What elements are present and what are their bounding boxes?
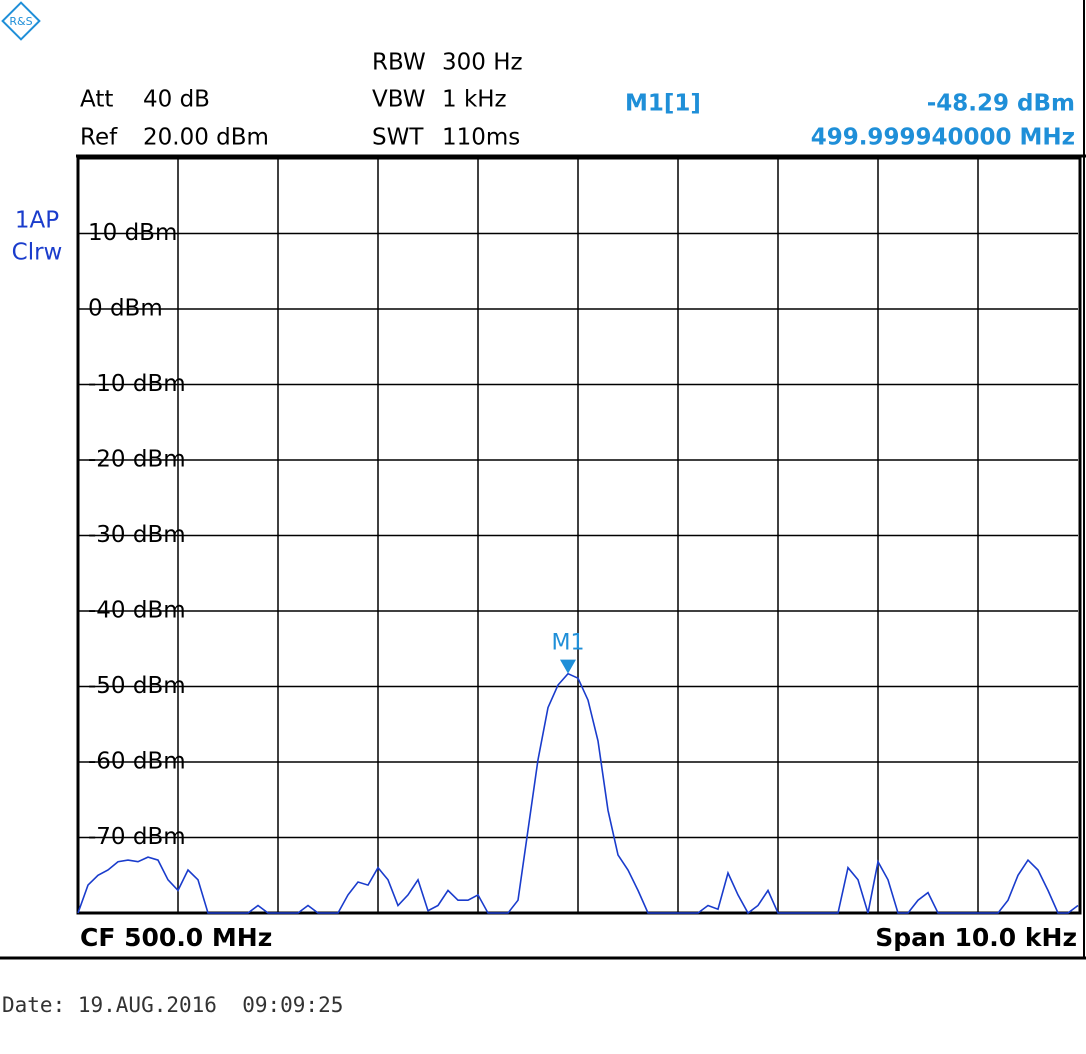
- att-label: Att: [80, 87, 113, 113]
- ref-value: 20.00 dBm: [143, 125, 269, 151]
- center-frequency: CF 500.0 MHz: [80, 923, 272, 952]
- vbw-label: VBW: [372, 87, 425, 113]
- y-tick-label: -20 dBm: [88, 447, 186, 473]
- svg-text:R&S: R&S: [9, 15, 32, 28]
- y-tick-label: 0 dBm: [88, 296, 163, 322]
- marker: [560, 659, 576, 674]
- swt-label: SWT: [372, 125, 424, 151]
- swt-value: 110ms: [442, 125, 520, 151]
- att-value: 40 dB: [143, 87, 210, 113]
- vbw-value: 1 kHz: [442, 87, 507, 113]
- y-tick-label: 10 dBm: [88, 220, 177, 246]
- y-tick-label: -50 dBm: [88, 673, 186, 699]
- date: Date: 19.AUG.2016 09:09:25: [2, 993, 343, 1017]
- trace-info: Clrw: [12, 240, 63, 266]
- logo: R&S: [1, 1, 41, 41]
- trace-info: 1AP: [15, 208, 59, 234]
- marker-level: -48.29 dBm: [927, 91, 1075, 117]
- y-tick-label: -30 dBm: [88, 522, 186, 548]
- rbw-label: RBW: [372, 50, 426, 76]
- ref-label: Ref: [80, 125, 118, 151]
- y-tick-label: -10 dBm: [88, 371, 186, 397]
- rbw-value: 300 Hz: [442, 50, 523, 76]
- y-tick-label: -70 dBm: [88, 824, 186, 850]
- span: Span 10.0 kHz: [875, 923, 1077, 952]
- marker-frequency: 499.999940000 MHz: [811, 125, 1075, 151]
- marker-label: M1: [552, 631, 585, 656]
- y-tick-label: -40 dBm: [88, 598, 186, 624]
- marker-name: M1[1]: [625, 91, 701, 117]
- trace: [77, 672, 1079, 915]
- y-tick-label: -60 dBm: [88, 749, 186, 775]
- plot-frame: [76, 156, 1082, 915]
- plot: 10 dBm 0 dBm -10 dBm -20 dBm -30 dBm -40 dBm -…: [76, 156, 1082, 915]
